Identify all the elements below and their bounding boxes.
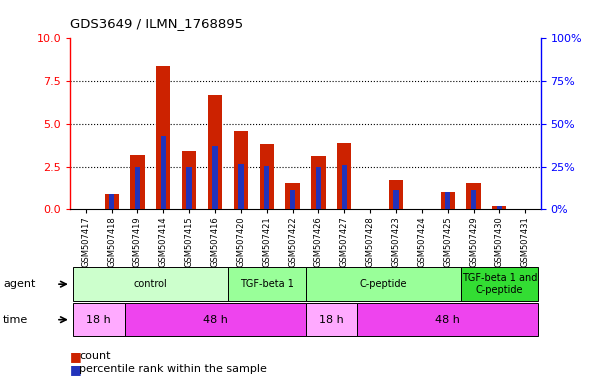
Bar [156,66,170,209]
Bar [260,144,274,209]
Bar [238,164,244,209]
Bar [342,165,347,209]
Text: 48 h: 48 h [203,314,227,325]
Text: agent: agent [3,279,35,289]
Bar [306,303,357,336]
Bar [213,146,218,209]
Bar [109,194,114,209]
Bar [125,303,306,336]
Bar [135,167,140,209]
Text: TGF-beta 1 and
C-peptide: TGF-beta 1 and C-peptide [462,273,537,295]
Bar [104,194,119,209]
Bar [312,156,326,209]
Bar [182,151,196,209]
Bar [357,303,538,336]
Bar [234,131,248,209]
Text: time: time [3,314,28,325]
Bar [337,144,351,209]
Bar [228,267,306,301]
Text: 18 h: 18 h [86,314,111,325]
Text: C-peptide: C-peptide [359,279,407,289]
Bar [264,166,269,209]
Bar [73,267,228,301]
Text: ■: ■ [70,363,82,376]
Text: 48 h: 48 h [435,314,460,325]
Bar [161,136,166,209]
Bar [73,303,125,336]
Text: ■: ■ [70,350,82,363]
Bar [186,167,192,209]
Bar [316,167,321,209]
Bar [208,95,222,209]
Bar [445,192,450,209]
Text: GDS3649 / ILMN_1768895: GDS3649 / ILMN_1768895 [70,17,243,30]
Bar [393,190,398,209]
Bar [466,183,481,209]
Bar [461,267,538,301]
Bar [306,267,461,301]
Bar [471,190,476,209]
Text: TGF-beta 1: TGF-beta 1 [240,279,294,289]
Bar [290,190,295,209]
Text: count: count [79,351,111,361]
Text: control: control [134,279,167,289]
Text: percentile rank within the sample: percentile rank within the sample [79,364,267,374]
Bar [441,192,455,209]
Bar [492,205,507,209]
Bar [389,180,403,209]
Bar [130,155,145,209]
Bar [285,183,299,209]
Bar [497,205,502,209]
Text: 18 h: 18 h [319,314,344,325]
